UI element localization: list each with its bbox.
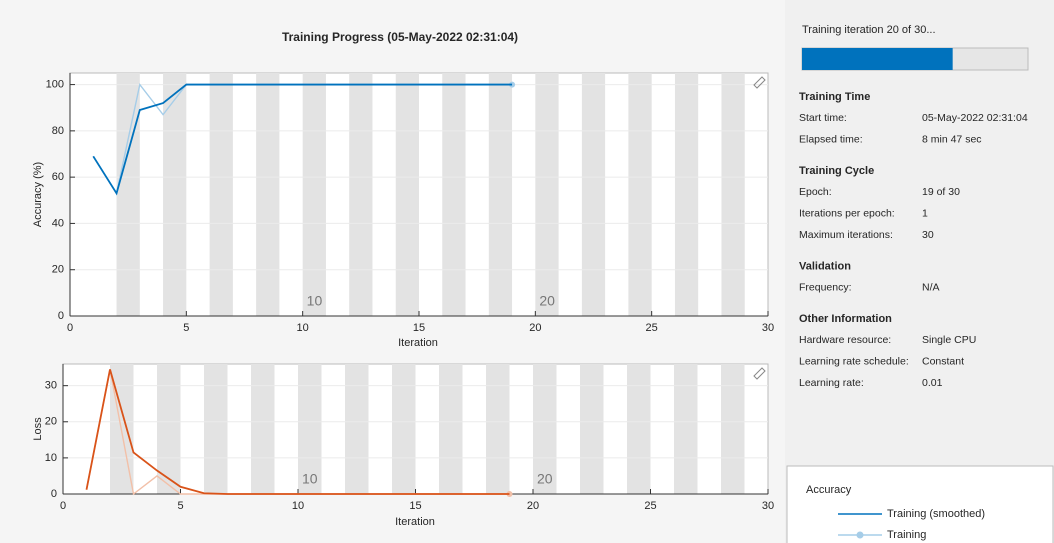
x-tick-label: 0: [67, 322, 73, 334]
info-value: 1: [922, 207, 928, 219]
epoch-label: 10: [302, 471, 318, 487]
series-line: [92, 83, 513, 196]
info-value: Single CPU: [922, 334, 976, 346]
epoch-band: [163, 73, 187, 316]
epoch-band: [488, 73, 513, 316]
x-tick-label: 15: [409, 500, 421, 512]
info-value: 19 of 30: [922, 186, 960, 198]
y-tick-label: 60: [52, 171, 64, 183]
y-tick-label: 100: [46, 78, 64, 90]
info-panel: [785, 0, 1054, 543]
y-tick-label: 0: [51, 488, 57, 500]
info-label: Learning rate schedule:: [799, 355, 909, 367]
info-value: Constant: [922, 355, 964, 367]
legend-title: Accuracy: [806, 484, 852, 496]
epoch-band: [627, 364, 651, 494]
epoch-band: [721, 73, 745, 316]
info-label: Iterations per epoch:: [799, 207, 895, 219]
edit-icon: [753, 76, 766, 89]
x-tick-label: 10: [297, 322, 309, 334]
info-value: 0.01: [922, 377, 943, 389]
info-label: Elapsed time:: [799, 133, 863, 145]
y-tick-label: 0: [58, 310, 64, 322]
epoch-band: [251, 364, 275, 494]
epoch-label: 20: [537, 471, 553, 487]
edit-icon: [753, 367, 766, 380]
epoch-band: [439, 364, 463, 494]
epoch-band: [486, 364, 510, 494]
x-tick-label: 5: [177, 500, 183, 512]
y-tick-label: 10: [45, 452, 57, 464]
x-tick-label: 30: [762, 500, 774, 512]
x-tick-label: 15: [413, 322, 425, 334]
epoch-band: [209, 73, 233, 316]
epoch-band: [204, 364, 228, 494]
epoch-band: [302, 73, 326, 316]
info-label: Learning rate:: [799, 377, 864, 389]
epoch-band: [674, 364, 698, 494]
info-label: Hardware resource:: [799, 334, 891, 346]
x-tick-label: 20: [529, 322, 541, 334]
section-title: Other Information: [799, 313, 892, 325]
section-title: Training Cycle: [799, 165, 874, 177]
epoch-band: [442, 73, 466, 316]
info-value: 30: [922, 229, 934, 241]
y-tick-label: 20: [45, 416, 57, 428]
epoch-label: 20: [539, 293, 555, 309]
x-tick-label: 25: [644, 500, 656, 512]
x-tick-label: 10: [292, 500, 304, 512]
epoch-band: [533, 364, 557, 494]
x-tick-label: 30: [762, 322, 774, 334]
section-title: Validation: [799, 260, 851, 272]
chart-title: Training Progress (05-May-2022 02:31:04): [282, 30, 518, 44]
y-tick-label: 40: [52, 217, 64, 229]
epoch-band: [392, 364, 416, 494]
epoch-band: [628, 73, 652, 316]
epoch-band: [256, 73, 280, 316]
x-axis-label: Iteration: [398, 337, 438, 349]
info-value: 8 min 47 sec: [922, 133, 982, 145]
x-tick-label: 5: [183, 322, 189, 334]
epoch-band: [580, 364, 604, 494]
section-title: Training Time: [799, 91, 870, 103]
info-label: Frequency:: [799, 281, 852, 293]
y-tick-label: 20: [52, 264, 64, 276]
y-tick-label: 80: [52, 125, 64, 137]
x-tick-label: 0: [60, 500, 66, 512]
epoch-band: [721, 364, 745, 494]
epoch-band: [298, 364, 322, 494]
epoch-band: [535, 73, 559, 316]
epoch-band: [395, 73, 419, 316]
x-axis-label: Iteration: [395, 516, 435, 528]
legend-marker: [856, 531, 864, 539]
y-axis-label: Loss: [32, 417, 44, 441]
legend-box: [786, 465, 1054, 543]
epoch-band: [116, 73, 140, 316]
x-tick-label: 25: [646, 322, 658, 334]
epoch-band: [157, 364, 181, 494]
legend-label: Training (smoothed): [887, 508, 985, 520]
status-text: Training iteration 20 of 30...: [802, 24, 936, 36]
legend-label: Training: [887, 529, 926, 541]
epoch-band: [349, 73, 373, 316]
info-value: N/A: [922, 281, 940, 293]
info-label: Epoch:: [799, 186, 832, 198]
y-tick-label: 30: [45, 380, 57, 392]
x-tick-label: 20: [527, 500, 539, 512]
epoch-band: [674, 73, 699, 316]
y-axis-label: Accuracy (%): [32, 162, 44, 227]
epoch-label: 10: [307, 293, 323, 309]
info-label: Start time:: [799, 112, 847, 124]
epoch-band: [581, 73, 606, 316]
progress-fill: [802, 48, 953, 70]
info-value: 05-May-2022 02:31:04: [922, 112, 1028, 124]
info-label: Maximum iterations:: [799, 229, 893, 241]
series-line: [85, 369, 510, 495]
epoch-band: [345, 364, 369, 494]
